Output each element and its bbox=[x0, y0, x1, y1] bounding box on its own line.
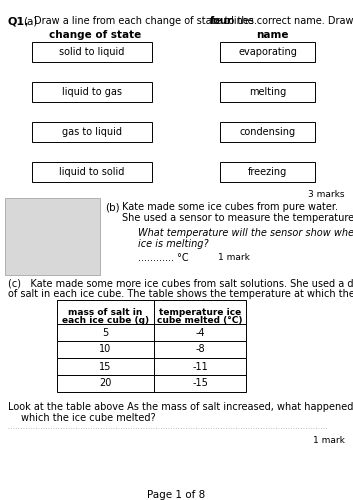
Text: 1 mark: 1 mark bbox=[218, 253, 250, 262]
Text: -11: -11 bbox=[192, 362, 208, 372]
Text: What temperature will the sensor show when the: What temperature will the sensor show wh… bbox=[138, 228, 353, 238]
Text: -4: -4 bbox=[195, 328, 205, 338]
Text: 3 marks: 3 marks bbox=[309, 190, 345, 199]
FancyBboxPatch shape bbox=[154, 300, 246, 324]
Text: Kate made some ice cubes from pure water.: Kate made some ice cubes from pure water… bbox=[122, 202, 338, 212]
Text: 1 mark: 1 mark bbox=[313, 436, 345, 445]
Text: -8: -8 bbox=[195, 344, 205, 354]
Text: Look at the table above As the mass of salt increased, what happened to the temp: Look at the table above As the mass of s… bbox=[8, 402, 353, 412]
FancyBboxPatch shape bbox=[32, 162, 152, 182]
Text: -15: -15 bbox=[192, 378, 208, 388]
Text: solid to liquid: solid to liquid bbox=[59, 47, 125, 57]
FancyBboxPatch shape bbox=[220, 162, 315, 182]
FancyBboxPatch shape bbox=[154, 358, 246, 375]
Text: freezing: freezing bbox=[248, 167, 287, 177]
Text: 20: 20 bbox=[99, 378, 112, 388]
FancyBboxPatch shape bbox=[220, 122, 315, 142]
Text: lines.: lines. bbox=[228, 16, 257, 26]
FancyBboxPatch shape bbox=[154, 341, 246, 358]
Text: (c)   Kate made some more ice cubes from salt solutions. She used a different am: (c) Kate made some more ice cubes from s… bbox=[8, 278, 353, 288]
FancyBboxPatch shape bbox=[57, 341, 154, 358]
Text: evaporating: evaporating bbox=[238, 47, 297, 57]
Text: temperature ice: temperature ice bbox=[159, 308, 241, 317]
FancyBboxPatch shape bbox=[57, 324, 154, 341]
Text: 5: 5 bbox=[102, 328, 109, 338]
Text: melting: melting bbox=[249, 87, 286, 97]
FancyBboxPatch shape bbox=[220, 42, 315, 62]
Text: Page 1 of 8: Page 1 of 8 bbox=[147, 490, 205, 500]
FancyBboxPatch shape bbox=[32, 82, 152, 102]
Text: which the ice cube melted?: which the ice cube melted? bbox=[21, 413, 156, 423]
FancyBboxPatch shape bbox=[57, 300, 154, 324]
Text: condensing: condensing bbox=[239, 127, 295, 137]
Text: name: name bbox=[256, 30, 288, 40]
FancyBboxPatch shape bbox=[154, 324, 246, 341]
Text: each ice cube (g): each ice cube (g) bbox=[62, 316, 149, 325]
FancyBboxPatch shape bbox=[57, 358, 154, 375]
FancyBboxPatch shape bbox=[154, 375, 246, 392]
Text: (a): (a) bbox=[23, 16, 37, 26]
Text: 10: 10 bbox=[100, 344, 112, 354]
Text: ............ °C: ............ °C bbox=[138, 253, 189, 263]
Text: 15: 15 bbox=[99, 362, 112, 372]
FancyBboxPatch shape bbox=[32, 42, 152, 62]
FancyBboxPatch shape bbox=[5, 198, 100, 275]
Text: cube melted (°C): cube melted (°C) bbox=[157, 316, 243, 325]
Text: She used a sensor to measure the temperature of the ice.: She used a sensor to measure the tempera… bbox=[122, 213, 353, 223]
Text: liquid to solid: liquid to solid bbox=[59, 167, 125, 177]
Text: of salt in each ice cube. The table shows the temperature at which the ice cubes: of salt in each ice cube. The table show… bbox=[8, 289, 353, 299]
FancyBboxPatch shape bbox=[57, 375, 154, 392]
Text: mass of salt in: mass of salt in bbox=[68, 308, 143, 317]
Text: gas to liquid: gas to liquid bbox=[62, 127, 122, 137]
FancyBboxPatch shape bbox=[220, 82, 315, 102]
Text: Draw a line from each change of state to the correct name. Draw only: Draw a line from each change of state to… bbox=[34, 16, 353, 26]
Text: ice is melting?: ice is melting? bbox=[138, 239, 209, 249]
Text: liquid to gas: liquid to gas bbox=[62, 87, 122, 97]
Text: Q1.: Q1. bbox=[8, 16, 29, 26]
Text: (b): (b) bbox=[105, 202, 120, 212]
Text: change of state: change of state bbox=[49, 30, 141, 40]
Text: four: four bbox=[210, 16, 233, 26]
FancyBboxPatch shape bbox=[32, 122, 152, 142]
